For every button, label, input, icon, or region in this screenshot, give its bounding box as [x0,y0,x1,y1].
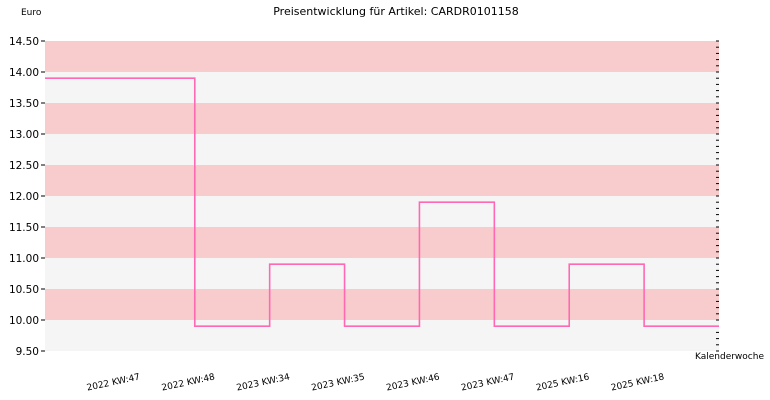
series [45,77,719,327]
grid-band [45,289,719,320]
y-tick-label: 12.00 [9,191,39,203]
background-bands [45,41,719,351]
grid-band [45,134,719,165]
y-tick-label: 11.00 [9,253,39,265]
x-axis: 2022 KW:47 2022 KW:48 2023 KW:34 2023 KW:35… [86,372,666,393]
x-tick-label: 2023 KW:34 [236,372,291,393]
y-tick-label: 12.50 [9,160,39,172]
grid-band [45,165,719,196]
grid-band [45,72,719,103]
x-tick-label: 2022 KW:47 [86,373,141,394]
y-tick-label: 14.00 [9,67,39,79]
grid-band [45,196,719,227]
x-tick-label: 2022 KW:48 [161,372,216,393]
y-tick-label: 14.50 [9,36,39,48]
grid-band [45,41,719,72]
y-tick-label: 13.50 [9,98,39,110]
grid-band [45,320,719,351]
y-tick-label: 13.00 [9,129,39,141]
x-tick-label: 2025 KW:18 [610,372,665,393]
y-tick-label: 9.50 [16,346,39,358]
x-tick-label: 2023 KW:35 [311,373,366,394]
chart-title: Preisentwicklung für Artikel: CARDR01011… [273,5,519,18]
y-tick-label: 10.00 [9,315,39,327]
x-tick-label: 2023 KW:47 [460,373,515,394]
x-tick-label: 2023 KW:46 [385,372,440,393]
y-tick-label: 11.50 [9,222,39,234]
y-tick-label: 10.50 [9,284,39,296]
grid-band [45,227,719,258]
y-axis: 9.50 10.00 10.50 11.00 11.50 12.00 12.50 13.00 1… [9,36,45,358]
x-axis-label: Kalenderwoche [695,352,764,362]
series-line [45,77,719,327]
grid-band [45,258,719,289]
grid-band [45,103,719,134]
y-axis-label: Euro [21,8,42,18]
x-tick-label: 2025 KW:16 [535,372,590,393]
